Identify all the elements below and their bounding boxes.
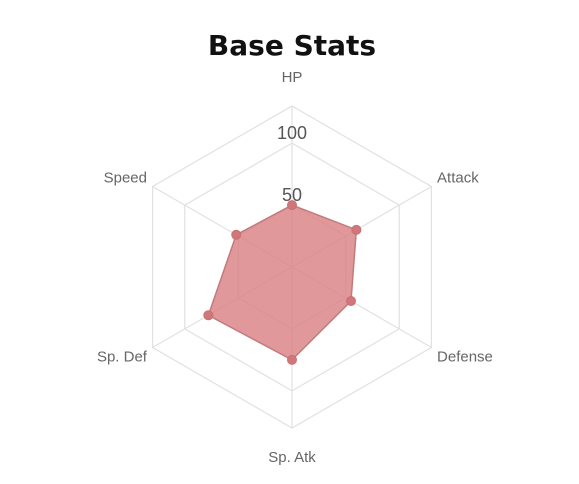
radar-series [203,200,362,365]
axis-label-sp-def: Sp. Def [97,349,148,366]
data-point-defense[interactable] [345,296,356,307]
data-point-sp-atk[interactable] [287,354,297,365]
radar-ticks: 50 100 [277,123,307,205]
tick-label-100: 100 [277,123,307,143]
data-point-hp[interactable] [287,200,297,211]
axis-label-sp-atk: Sp. Atk [268,449,316,466]
radar-axis-labels: HP Attack Defense Sp. Atk Sp. Def Speed [97,69,493,466]
axis-label-hp: HP [282,69,303,86]
chart-title: Base Stats [208,29,376,62]
axis-label-speed: Speed [104,170,147,187]
data-point-sp-def[interactable] [203,310,214,321]
axis-label-attack: Attack [437,170,479,187]
axis-label-defense: Defense [437,349,493,366]
data-point-attack[interactable] [351,224,362,235]
tick-label-50: 50 [282,185,302,205]
series-area-0 [207,204,358,361]
data-point-speed[interactable] [231,229,242,240]
